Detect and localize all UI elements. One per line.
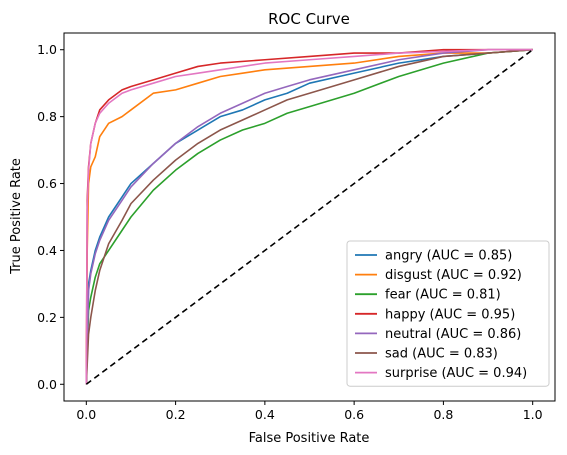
- axis-ticks: 0.0 0.2 0.4 0.6 0.8 1.0 0.0 0.2 0.4 0.6 0.8 1.0: [37, 42, 543, 422]
- legend-label-fear: fear (AUC = 0.81): [385, 288, 501, 303]
- x-axis-label: False Positive Rate: [249, 431, 370, 446]
- legend-label-disgust: disgust (AUC = 0.92): [385, 268, 522, 283]
- legend-label-surprise: surprise (AUC = 0.94): [385, 366, 527, 381]
- roc-line-disgust: [85, 48, 533, 385]
- legend-box: [346, 240, 550, 387]
- chart-title: ROC Curve: [268, 10, 350, 28]
- y-axis-label: True Positive Rate: [9, 158, 24, 275]
- x-tick-label: 0.2: [166, 407, 186, 422]
- x-tick-label: 0.6: [344, 407, 364, 422]
- roc-line-surprise: [85, 48, 533, 385]
- y-tick-label: 0.8: [37, 109, 57, 124]
- y-tick-label: 0.2: [37, 310, 57, 325]
- roc-line-sad: [85, 48, 533, 385]
- y-tick-label: 1.0: [37, 42, 57, 57]
- roc-line-fear: [85, 48, 533, 385]
- legend-label-angry: angry (AUC = 0.85): [385, 249, 512, 264]
- y-tick-label: 0.4: [37, 243, 57, 258]
- x-tick-label: 0.4: [255, 407, 275, 422]
- x-tick-label: 0.0: [76, 407, 96, 422]
- y-tick-label: 0.0: [37, 377, 57, 392]
- roc-line-angry: [85, 48, 533, 385]
- x-tick-label: 1.0: [523, 407, 543, 422]
- axes-frame: [63, 32, 556, 402]
- chance-diagonal-line: [85, 49, 534, 385]
- x-tick-label: 0.8: [433, 407, 453, 422]
- plot-area: [85, 48, 534, 385]
- legend-label-sad: sad (AUC = 0.83): [385, 347, 498, 362]
- roc-line-neutral: [85, 48, 533, 385]
- y-tick-label: 0.6: [37, 176, 57, 191]
- legend-label-neutral: neutral (AUC = 0.86): [385, 327, 521, 342]
- legend-label-happy: happy (AUC = 0.95): [385, 307, 515, 322]
- legend: angry (AUC = 0.85) disgust (AUC = 0.92) fe…: [346, 240, 550, 387]
